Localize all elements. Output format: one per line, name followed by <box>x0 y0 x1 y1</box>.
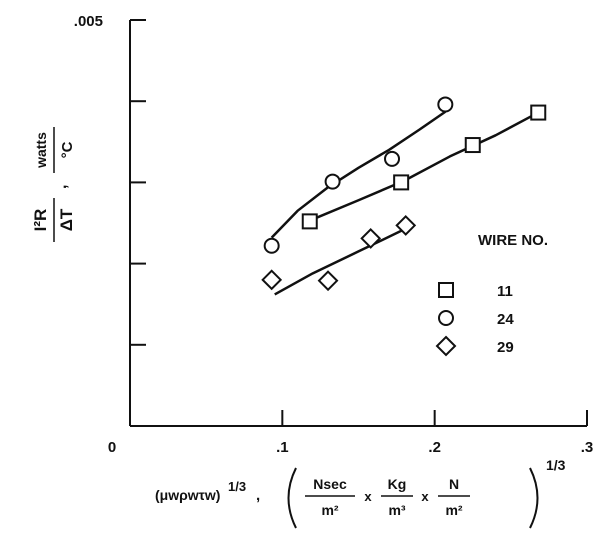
data-point-circle <box>437 96 454 113</box>
x-label-close-paren <box>529 467 539 529</box>
legend-title: WIRE NO. <box>478 232 548 249</box>
data-point-square <box>464 137 481 154</box>
data-point-square <box>530 104 547 121</box>
x-label-unit-a-den: m² <box>321 502 338 518</box>
data-point-diamond <box>360 228 382 249</box>
x-tick-label: 0 <box>108 439 116 456</box>
ticks: .005 0 .1 .2 .3 <box>74 13 593 456</box>
y-label-comma: , <box>53 185 70 189</box>
data-point-diamond <box>395 215 417 236</box>
legend-label: 24 <box>497 311 514 328</box>
x-label-comma: , <box>256 487 260 504</box>
x-label-times-1: x <box>364 489 372 504</box>
fit-line-square <box>309 111 539 222</box>
x-label-unit-a-num: Nsec <box>313 476 347 492</box>
data-point-diamond <box>317 270 339 292</box>
y-label-denominator: ΔT <box>57 208 76 231</box>
axes <box>129 20 587 427</box>
x-label-expression: (μwρwτw) <box>155 487 220 503</box>
legend-marker-circle <box>438 310 454 326</box>
data-point-circle <box>384 150 401 167</box>
x-label-unit-c-num: N <box>449 476 459 492</box>
fit-lines <box>270 110 539 296</box>
x-label-expression-exponent: 1/3 <box>228 479 246 494</box>
x-label-open-paren <box>287 467 297 529</box>
y-tick-label: .005 <box>74 13 103 30</box>
data-point-circle <box>324 173 341 190</box>
fit-line-diamond <box>274 227 407 296</box>
data-markers <box>261 96 547 292</box>
x-tick-label: .2 <box>428 439 441 456</box>
legend-label: 11 <box>497 283 513 300</box>
x-label-unit-b-den: m³ <box>388 502 405 518</box>
legend-items: 11 24 29 <box>435 282 514 357</box>
legend: WIRE NO. 11 24 29 <box>435 232 548 357</box>
data-point-circle <box>263 237 280 254</box>
x-axis-label: (μwρwτw) 1/3 , Nsec m² x Kg m³ x N m² 1/… <box>155 457 566 529</box>
y-label-unit-denominator: °C <box>59 141 76 158</box>
fit-line-circle <box>270 110 447 239</box>
y-label-numerator: I²R <box>31 209 50 232</box>
y-axis-label: I²R ΔT , watts °C <box>31 127 76 242</box>
data-point-diamond <box>261 269 283 291</box>
x-tick-label: .1 <box>276 439 289 456</box>
x-label-unit-b-num: Kg <box>388 476 407 492</box>
legend-marker-square <box>438 282 454 298</box>
x-tick-label: .3 <box>581 439 593 456</box>
x-label-unit-exponent: 1/3 <box>546 457 566 473</box>
y-label-unit-numerator: watts <box>33 132 49 169</box>
x-label-unit-c-den: m² <box>445 502 462 518</box>
legend-label: 29 <box>497 339 514 356</box>
x-label-times-2: x <box>421 489 429 504</box>
data-point-square <box>301 213 318 230</box>
legend-marker-diamond <box>435 335 457 357</box>
data-point-square <box>393 174 410 191</box>
